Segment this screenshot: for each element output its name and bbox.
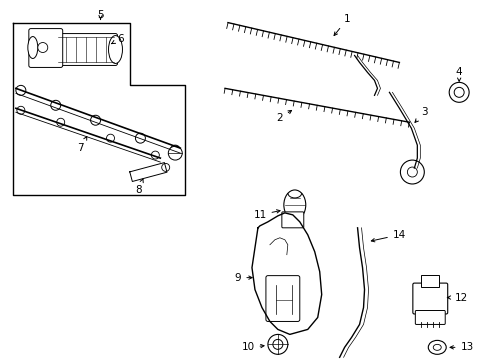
Text: 3: 3 bbox=[414, 107, 427, 122]
Circle shape bbox=[38, 42, 48, 53]
Circle shape bbox=[400, 160, 424, 184]
Circle shape bbox=[170, 145, 180, 155]
Text: 8: 8 bbox=[135, 179, 143, 195]
FancyBboxPatch shape bbox=[54, 33, 117, 66]
Text: 5: 5 bbox=[97, 10, 103, 20]
Circle shape bbox=[135, 133, 145, 143]
Circle shape bbox=[407, 167, 416, 177]
Circle shape bbox=[106, 134, 114, 142]
Ellipse shape bbox=[28, 37, 38, 58]
Circle shape bbox=[17, 106, 25, 114]
Ellipse shape bbox=[283, 190, 305, 220]
Circle shape bbox=[51, 100, 61, 110]
Circle shape bbox=[267, 334, 287, 354]
FancyBboxPatch shape bbox=[281, 212, 303, 228]
Circle shape bbox=[453, 87, 463, 97]
Text: 12: 12 bbox=[447, 293, 467, 302]
Text: 2: 2 bbox=[276, 111, 291, 123]
Text: 1: 1 bbox=[333, 14, 350, 36]
FancyBboxPatch shape bbox=[265, 276, 299, 321]
Circle shape bbox=[168, 146, 182, 160]
Text: 14: 14 bbox=[370, 230, 405, 242]
Ellipse shape bbox=[427, 340, 446, 354]
Circle shape bbox=[16, 85, 26, 95]
Text: 10: 10 bbox=[241, 342, 264, 352]
Ellipse shape bbox=[108, 36, 122, 63]
Circle shape bbox=[57, 118, 64, 126]
Ellipse shape bbox=[432, 345, 440, 350]
Text: 7: 7 bbox=[77, 136, 86, 153]
Circle shape bbox=[90, 115, 101, 125]
Text: 11: 11 bbox=[253, 210, 280, 220]
Circle shape bbox=[151, 151, 159, 159]
Text: 6: 6 bbox=[111, 33, 123, 44]
Text: 4: 4 bbox=[455, 67, 462, 81]
Text: 9: 9 bbox=[234, 273, 252, 283]
Text: 13: 13 bbox=[449, 342, 473, 352]
Circle shape bbox=[272, 339, 282, 349]
FancyBboxPatch shape bbox=[412, 283, 447, 314]
Circle shape bbox=[162, 163, 169, 171]
Circle shape bbox=[448, 82, 468, 102]
FancyBboxPatch shape bbox=[29, 28, 62, 67]
Bar bbox=[421, 275, 438, 287]
FancyBboxPatch shape bbox=[414, 310, 444, 324]
